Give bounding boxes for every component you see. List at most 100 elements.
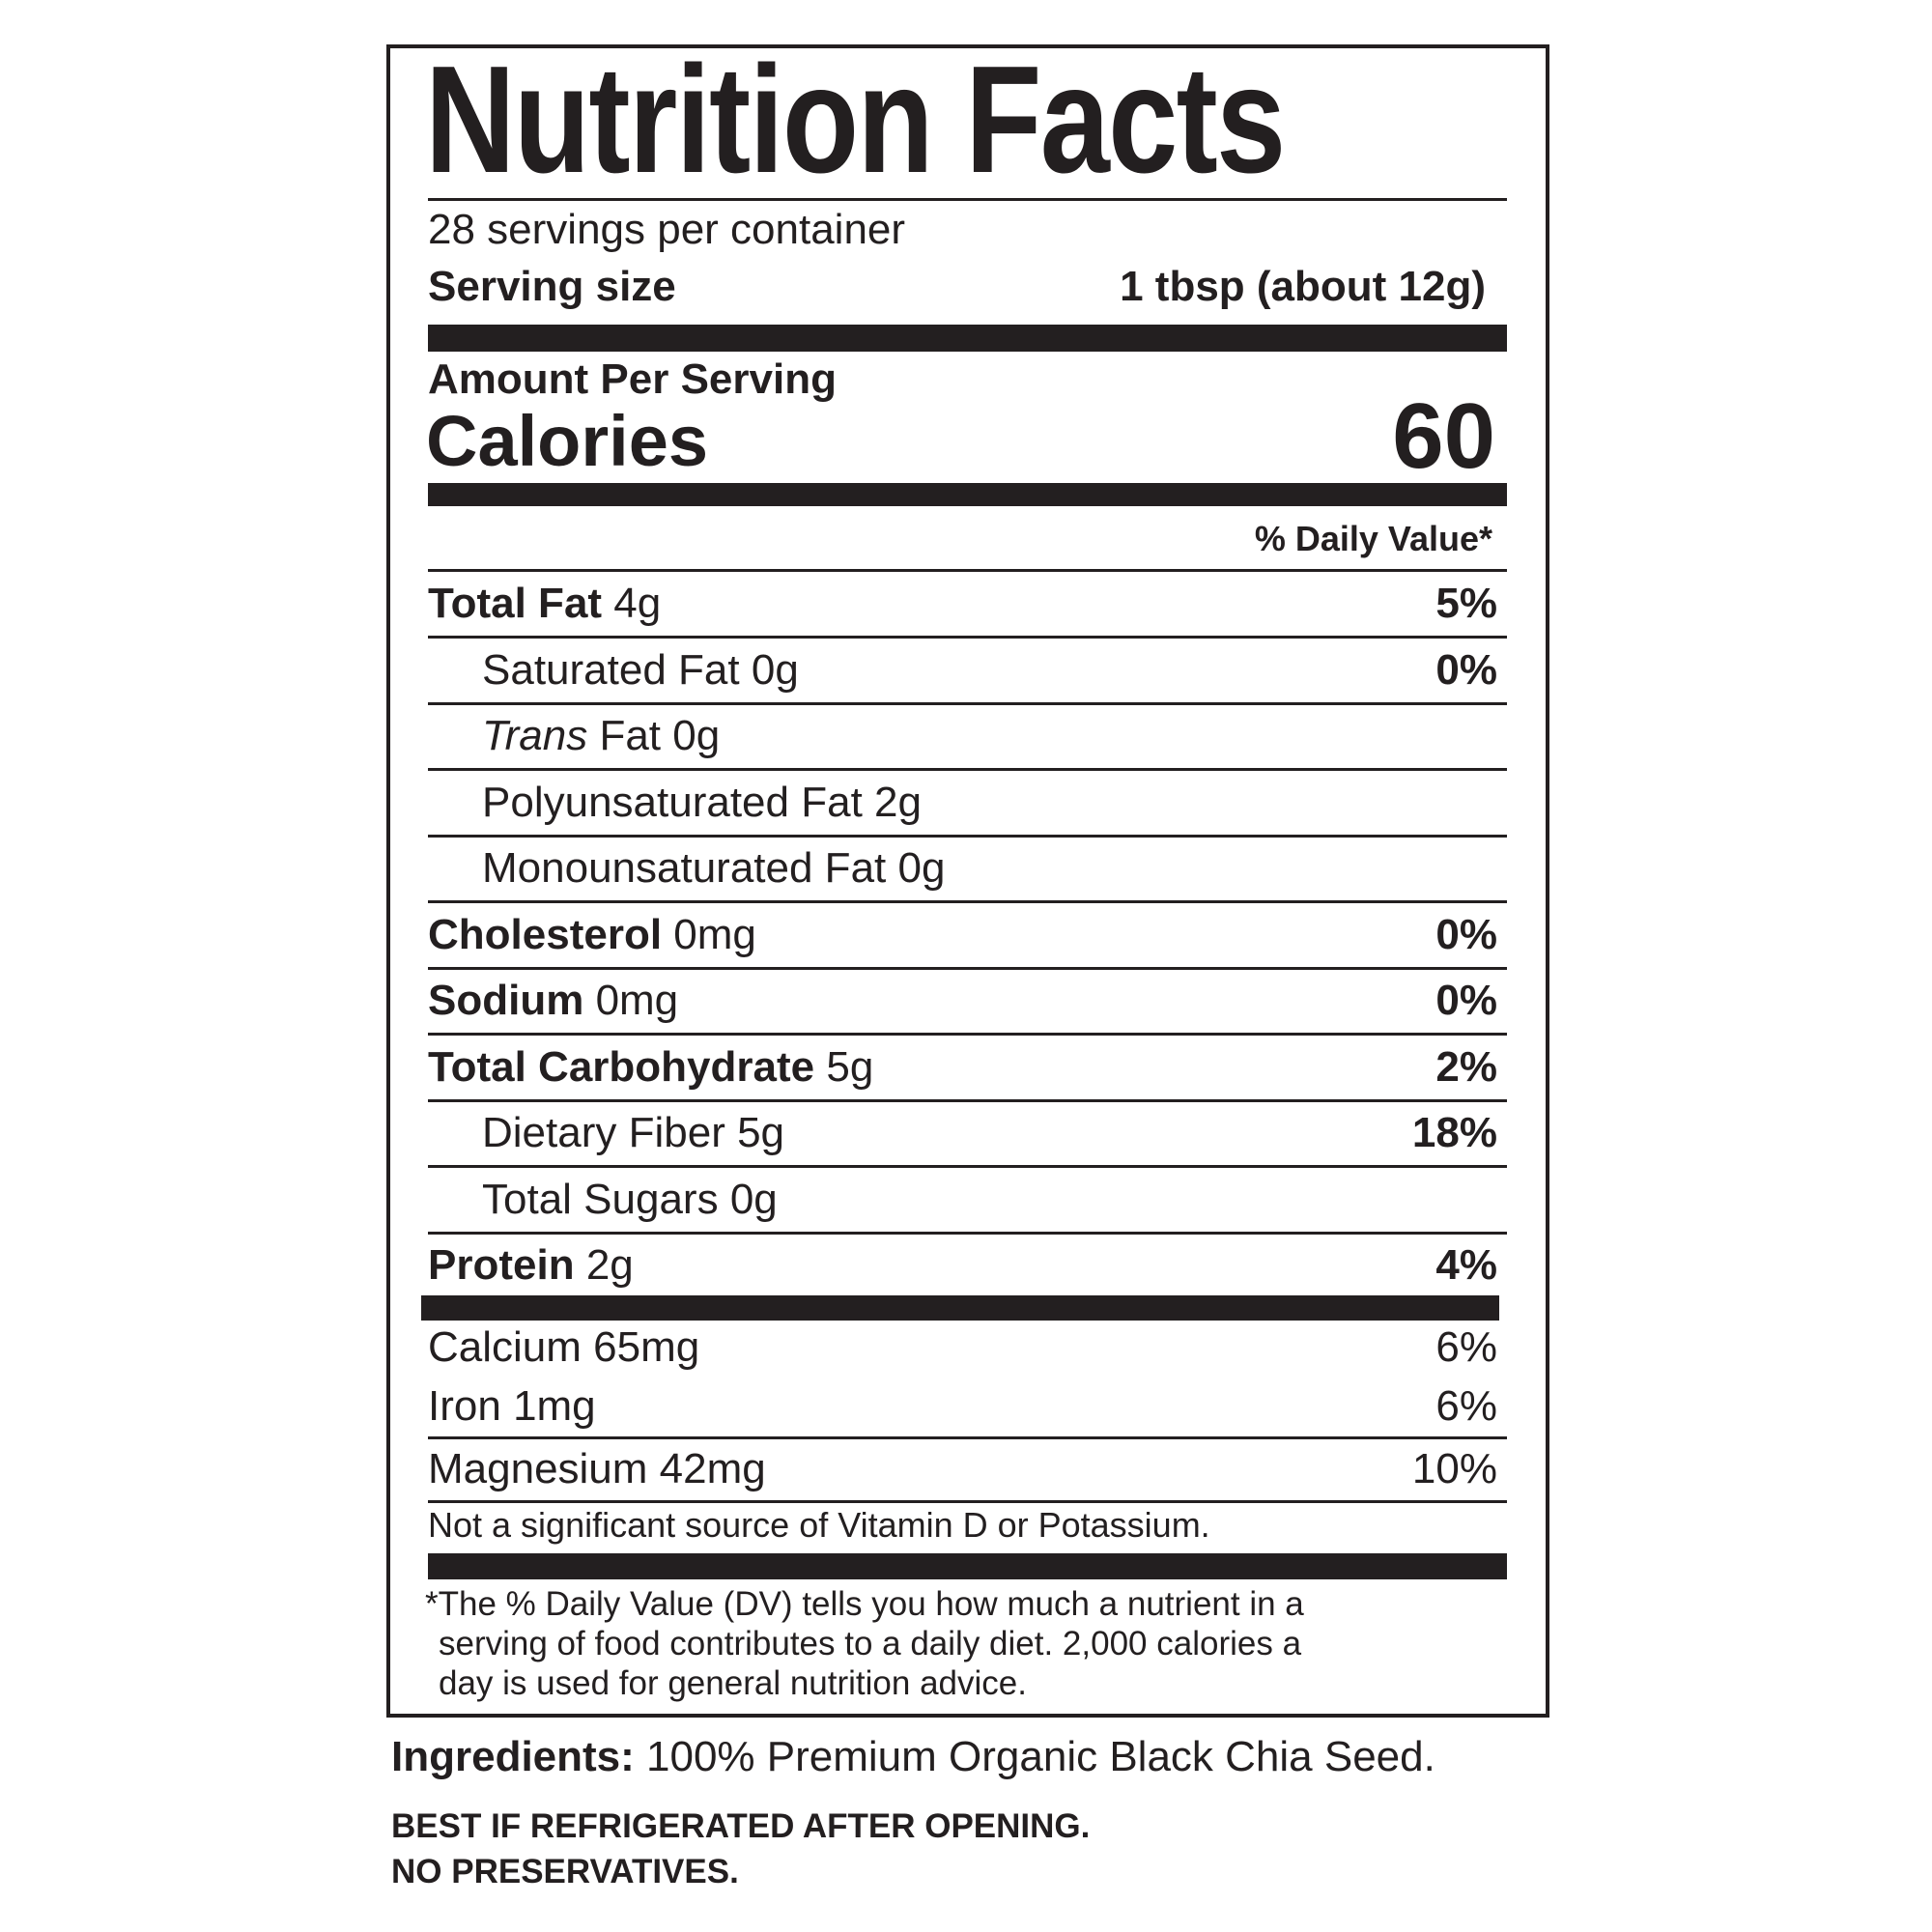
thick-divider [428, 1553, 1507, 1579]
mineral-name: Calcium [428, 1323, 582, 1371]
daily-value-header: % Daily Value* [1254, 519, 1492, 558]
mineral-label: Iron 1mg [428, 1385, 596, 1428]
nutrient-name: Saturated Fat [482, 645, 740, 694]
nutrient-row: Protein 2g 4% [428, 1235, 1497, 1296]
divider [428, 198, 1507, 201]
mineral-daily-value: 10% [1411, 1445, 1497, 1492]
ingredients-text: 100% Premium Organic Black Chia Seed. [634, 1733, 1435, 1780]
nutrient-daily-value: 18% [1411, 1109, 1497, 1156]
divider [428, 1098, 1507, 1102]
nutrient-row: Trans Fat 0g [428, 705, 1497, 767]
nutrient-daily-value: 0% [1435, 977, 1497, 1024]
nutrient-label: Total Fat 4g [428, 582, 661, 625]
nutrient-amount: 2g [585, 1241, 634, 1289]
nutrient-label: Monounsaturated Fat 0g [428, 847, 945, 890]
amount-per-serving: Amount Per Serving [428, 355, 837, 403]
nutrient-row: Monounsaturated Fat 0g [428, 838, 1497, 899]
nutrient-row: Sodium 0mg 0% [428, 970, 1497, 1032]
nutrient-label: Sodium 0mg [428, 980, 678, 1022]
footnote-line: serving of food contributes to a daily d… [439, 1625, 1302, 1662]
nutrient-name-suffix: Fat [587, 712, 662, 759]
nutrient-row: Cholesterol 0mg 0% [428, 904, 1497, 966]
nutrient-amount: 0g [672, 712, 721, 759]
label-title: Nutrition Facts [425, 35, 1286, 205]
nutrient-row: Total Sugars 0g [428, 1169, 1497, 1231]
nutrient-label: Total Carbohydrate 5g [428, 1042, 874, 1091]
mineral-amount: 1mg [513, 1382, 596, 1430]
nutrient-amount: 2g [874, 778, 922, 826]
thick-divider [428, 325, 1507, 352]
mineral-row: Calcium 65mg 6% [428, 1320, 1497, 1376]
mineral-amount: 65mg [593, 1323, 700, 1371]
footnote-line: *The % Daily Value (DV) tells you how mu… [425, 1585, 1304, 1623]
thick-divider [421, 1295, 1499, 1321]
nutrient-amount: 0g [751, 645, 799, 694]
nutrient-name: Trans [482, 712, 588, 759]
nutrient-row: Total Fat 4g 5% [428, 573, 1497, 635]
divider [428, 1165, 1507, 1168]
mineral-row: Iron 1mg 6% [428, 1378, 1497, 1435]
mineral-label: Calcium 65mg [428, 1326, 699, 1369]
nutrient-amount: 4g [613, 580, 662, 627]
storage-notice: BEST IF REFRIGERATED AFTER OPENING. [391, 1807, 1091, 1845]
serving-size-label: Serving size [428, 263, 676, 310]
divider [428, 1436, 1507, 1439]
nutrient-daily-value: 0% [1435, 910, 1497, 958]
mineral-name: Iron [428, 1382, 501, 1430]
divider [428, 834, 1507, 838]
nutrient-row: Total Carbohydrate 5g 2% [428, 1037, 1497, 1098]
preservatives-notice: NO PRESERVATIVES. [391, 1853, 739, 1890]
nutrient-row: Dietary Fiber 5g 18% [428, 1102, 1497, 1164]
nutrient-row: Polyunsaturated Fat 2g [428, 772, 1497, 834]
nutrient-daily-value: 0% [1435, 645, 1497, 694]
mineral-daily-value: 6% [1435, 1323, 1497, 1371]
nutrient-amount: 5g [737, 1109, 785, 1156]
nutrient-amount: 0mg [673, 910, 756, 958]
ingredients: Ingredients: 100% Premium Organic Black … [391, 1736, 1435, 1778]
divider [428, 1231, 1507, 1235]
nutrient-amount: 0mg [595, 977, 679, 1024]
nutrient-label: Polyunsaturated Fat 2g [428, 781, 922, 824]
nutrient-daily-value: 2% [1435, 1042, 1497, 1091]
nutrient-name: Total Fat [428, 580, 603, 627]
nutrient-name: Dietary Fiber [482, 1109, 725, 1156]
nutrient-label: Protein 2g [428, 1244, 634, 1287]
footnote-line: day is used for general nutrition advice… [439, 1664, 1027, 1702]
divider [428, 636, 1507, 639]
nutrient-daily-value: 4% [1435, 1241, 1497, 1289]
nutrient-name: Protein [428, 1241, 575, 1289]
nutrient-label: Trans Fat 0g [428, 715, 720, 757]
nutrient-row: Saturated Fat 0g 0% [428, 639, 1497, 701]
nutrient-amount: 0g [729, 1175, 778, 1223]
not-significant-note: Not a significant source of Vitamin D or… [428, 1505, 1210, 1545]
calories-label: Calories [426, 401, 709, 481]
divider [428, 569, 1507, 572]
divider [428, 1500, 1507, 1503]
nutrition-label-border [386, 44, 1549, 1718]
mineral-name: Magnesium [428, 1445, 648, 1492]
divider [428, 1033, 1507, 1036]
nutrient-label: Total Sugars 0g [428, 1175, 778, 1223]
servings-per-container: 28 servings per container [428, 206, 906, 253]
serving-size-value: 1 tbsp (about 12g) [1120, 263, 1486, 310]
nutrient-name: Total Sugars [482, 1175, 719, 1223]
divider [428, 768, 1507, 771]
divider [428, 966, 1507, 970]
nutrient-name: Total Carbohydrate [428, 1042, 815, 1091]
nutrient-amount: 5g [826, 1042, 874, 1091]
thick-divider [428, 483, 1507, 506]
nutrient-name: Polyunsaturated Fat [482, 778, 863, 826]
divider [428, 701, 1507, 705]
nutrient-amount: 0g [897, 844, 946, 892]
ingredients-label: Ingredients: [391, 1733, 635, 1780]
nutrient-daily-value: 5% [1435, 580, 1497, 627]
nutrient-label: Dietary Fiber 5g [428, 1112, 784, 1154]
mineral-label: Magnesium 42mg [428, 1448, 766, 1491]
nutrient-label: Cholesterol 0mg [428, 910, 756, 958]
calories-value: 60 [1392, 384, 1495, 488]
nutrient-name: Sodium [428, 977, 584, 1024]
mineral-daily-value: 6% [1435, 1382, 1497, 1430]
nutrient-label: Saturated Fat 0g [428, 645, 799, 694]
nutrient-name: Monounsaturated Fat [482, 844, 887, 892]
mineral-row: Magnesium 42mg 10% [428, 1441, 1497, 1497]
